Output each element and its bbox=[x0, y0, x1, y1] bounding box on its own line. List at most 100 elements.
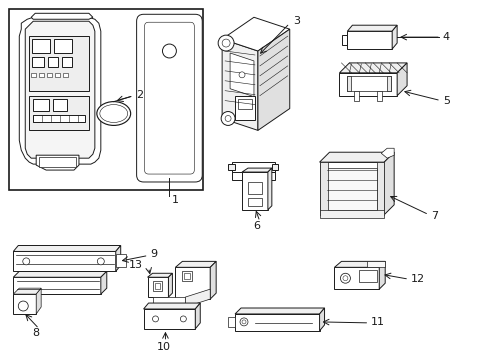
Polygon shape bbox=[242, 168, 272, 172]
Circle shape bbox=[343, 276, 348, 281]
Polygon shape bbox=[144, 303, 200, 309]
Bar bbox=[39, 73, 44, 77]
Polygon shape bbox=[392, 25, 397, 49]
Bar bbox=[248, 198, 262, 206]
Polygon shape bbox=[116, 255, 125, 267]
Ellipse shape bbox=[100, 105, 128, 122]
Polygon shape bbox=[319, 210, 384, 218]
Polygon shape bbox=[319, 308, 324, 331]
Bar bbox=[63, 73, 68, 77]
Bar bbox=[175, 116, 191, 129]
Polygon shape bbox=[169, 273, 172, 297]
Bar bbox=[238, 99, 252, 109]
Circle shape bbox=[180, 316, 186, 322]
Bar bbox=[33, 99, 49, 111]
Bar bbox=[235, 96, 255, 121]
Polygon shape bbox=[347, 76, 391, 91]
Polygon shape bbox=[368, 261, 385, 267]
Polygon shape bbox=[175, 261, 216, 267]
Bar bbox=[154, 283, 161, 289]
Text: 5: 5 bbox=[443, 96, 450, 105]
Text: 2: 2 bbox=[137, 90, 144, 100]
Circle shape bbox=[222, 39, 230, 47]
Polygon shape bbox=[242, 172, 268, 210]
Bar bbox=[359, 270, 377, 282]
Polygon shape bbox=[228, 317, 235, 327]
Polygon shape bbox=[319, 162, 384, 215]
Text: 3: 3 bbox=[293, 16, 300, 26]
Polygon shape bbox=[347, 31, 392, 49]
Polygon shape bbox=[13, 277, 101, 294]
Circle shape bbox=[23, 258, 30, 265]
Bar bbox=[155, 116, 172, 129]
Polygon shape bbox=[19, 17, 101, 164]
Polygon shape bbox=[347, 25, 397, 31]
Polygon shape bbox=[387, 76, 391, 91]
Polygon shape bbox=[196, 303, 200, 329]
Text: 7: 7 bbox=[431, 211, 438, 221]
Ellipse shape bbox=[97, 102, 131, 125]
Circle shape bbox=[218, 35, 234, 51]
Polygon shape bbox=[152, 297, 185, 307]
Bar bbox=[31, 73, 36, 77]
Circle shape bbox=[18, 301, 28, 311]
Bar bbox=[29, 36, 89, 91]
Polygon shape bbox=[222, 17, 290, 51]
FancyBboxPatch shape bbox=[145, 22, 195, 174]
Polygon shape bbox=[210, 261, 216, 299]
Bar bbox=[182, 271, 192, 281]
Polygon shape bbox=[13, 251, 116, 271]
Polygon shape bbox=[116, 246, 121, 271]
Polygon shape bbox=[384, 152, 394, 215]
Text: 12: 12 bbox=[411, 274, 425, 284]
Polygon shape bbox=[147, 273, 172, 277]
Bar bbox=[155, 140, 191, 154]
Polygon shape bbox=[397, 63, 407, 96]
Bar bbox=[248, 182, 262, 194]
Polygon shape bbox=[175, 267, 210, 299]
Polygon shape bbox=[268, 168, 272, 210]
Circle shape bbox=[163, 44, 176, 58]
Polygon shape bbox=[319, 152, 394, 162]
Polygon shape bbox=[144, 309, 196, 329]
Polygon shape bbox=[347, 76, 351, 91]
Polygon shape bbox=[377, 91, 382, 100]
Bar bbox=[32, 57, 44, 67]
Circle shape bbox=[239, 72, 245, 78]
FancyBboxPatch shape bbox=[137, 14, 202, 182]
Text: 1: 1 bbox=[172, 195, 178, 205]
Polygon shape bbox=[335, 261, 385, 267]
Polygon shape bbox=[272, 164, 278, 170]
Bar bbox=[39, 157, 76, 167]
Polygon shape bbox=[235, 308, 324, 314]
Text: 6: 6 bbox=[253, 221, 260, 231]
Text: 8: 8 bbox=[33, 328, 40, 338]
Polygon shape bbox=[25, 21, 95, 158]
Polygon shape bbox=[185, 289, 210, 307]
Polygon shape bbox=[147, 277, 169, 297]
Polygon shape bbox=[101, 271, 107, 294]
Bar bbox=[9, 9, 203, 190]
Polygon shape bbox=[228, 164, 235, 170]
Polygon shape bbox=[36, 288, 41, 314]
Bar bbox=[55, 73, 60, 77]
Circle shape bbox=[242, 320, 246, 324]
Polygon shape bbox=[343, 35, 347, 45]
Polygon shape bbox=[326, 168, 377, 210]
Circle shape bbox=[221, 112, 235, 125]
Polygon shape bbox=[319, 162, 327, 215]
Polygon shape bbox=[13, 271, 107, 277]
Bar bbox=[175, 66, 191, 80]
Text: 11: 11 bbox=[371, 317, 385, 327]
Circle shape bbox=[98, 258, 104, 265]
Polygon shape bbox=[258, 29, 290, 130]
Polygon shape bbox=[235, 314, 319, 331]
Bar bbox=[152, 281, 163, 291]
Polygon shape bbox=[31, 13, 93, 19]
Bar bbox=[48, 57, 58, 67]
Polygon shape bbox=[232, 162, 275, 172]
Polygon shape bbox=[379, 261, 385, 289]
Polygon shape bbox=[13, 246, 121, 251]
Text: 13: 13 bbox=[128, 260, 143, 270]
Polygon shape bbox=[13, 288, 41, 294]
